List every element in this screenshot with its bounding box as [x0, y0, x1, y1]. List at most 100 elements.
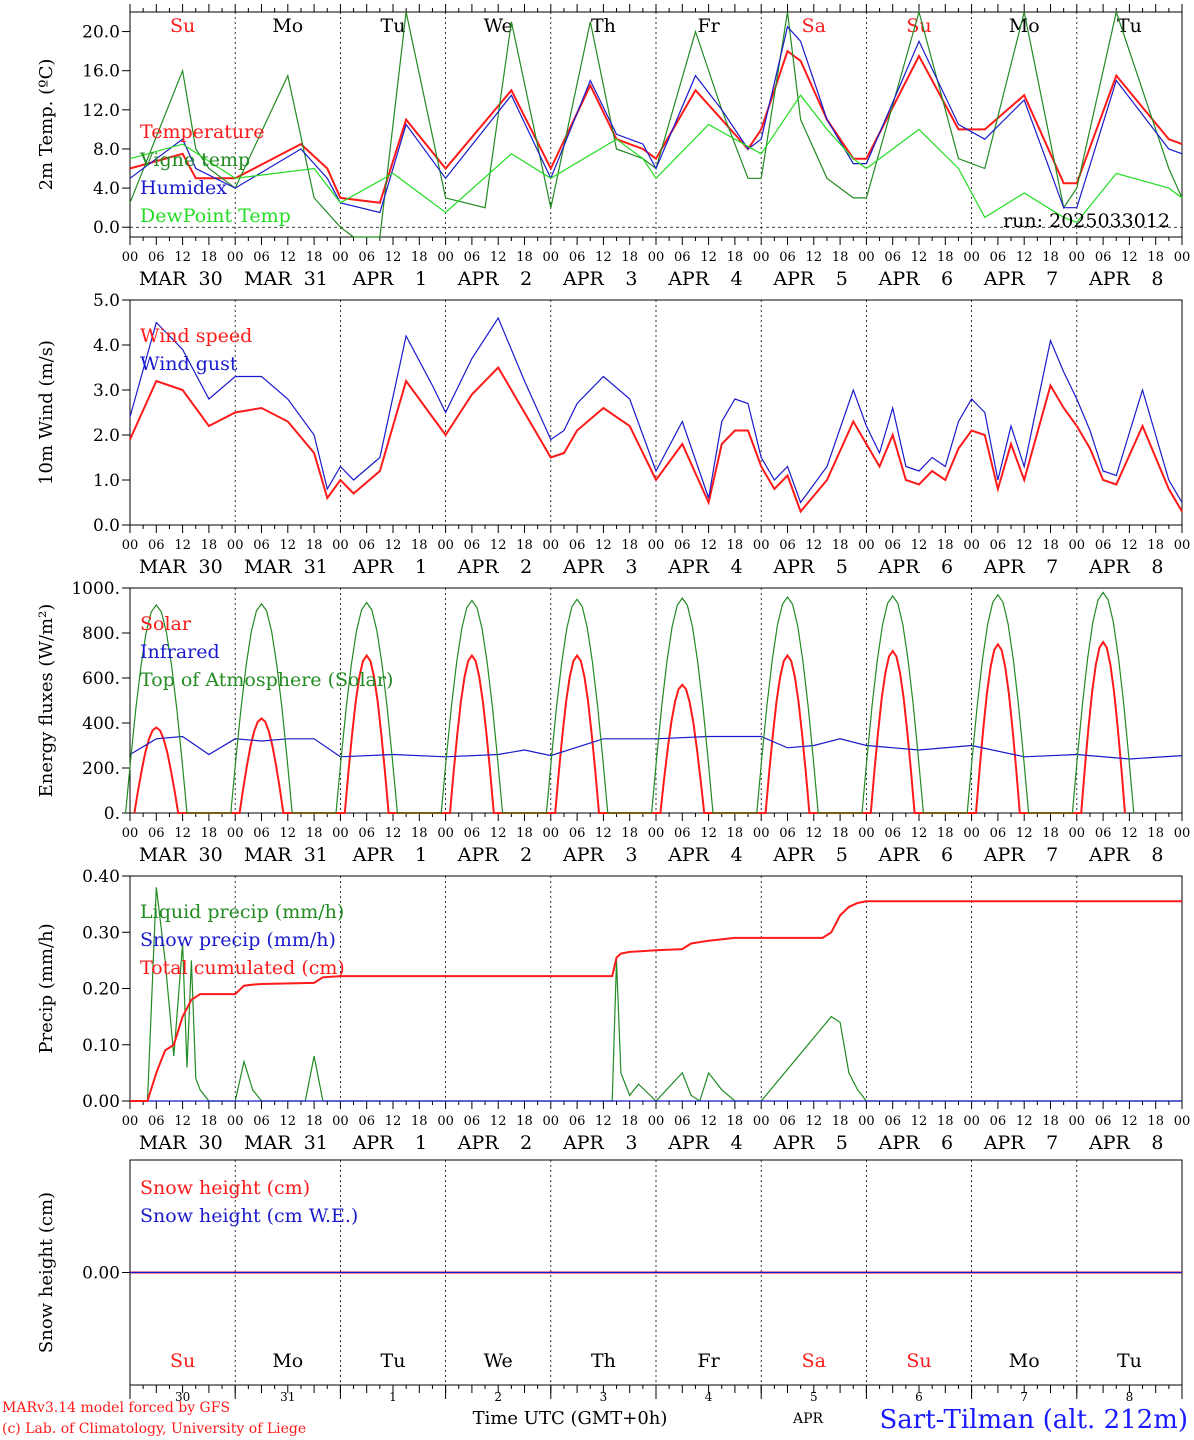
hour-tick-label: 06 [253, 250, 270, 265]
hour-tick-label: 18 [201, 538, 218, 553]
hour-tick-label: 12 [174, 538, 191, 553]
hour-tick-label: 00 [648, 250, 665, 265]
date-day-label: 6 [941, 268, 953, 290]
date-day-label: 1 [415, 844, 427, 866]
hour-tick-label: 18 [621, 1114, 638, 1129]
legend-label: Total cumulated (cm) [140, 957, 345, 979]
series-line [125, 591, 1135, 814]
weekday-label: Sa [802, 15, 826, 37]
date-month-label: APR [352, 1132, 395, 1154]
date-month-label: MAR [244, 844, 292, 866]
day-number-label: 7 [1020, 1390, 1028, 1404]
hour-tick-label: 06 [358, 250, 375, 265]
date-month-label: APR [667, 1132, 710, 1154]
legend-label: DewPoint Temp [140, 205, 291, 227]
hour-tick-label: 00 [437, 250, 454, 265]
hour-tick-label: 12 [1016, 538, 1033, 553]
date-day-label: 5 [836, 1132, 848, 1154]
hour-tick-label: 06 [674, 1114, 691, 1129]
weekday-label: Su [906, 15, 931, 37]
date-month-label: APR [667, 556, 710, 578]
date-month-label: APR [1088, 1132, 1131, 1154]
hour-tick-label: 06 [884, 538, 901, 553]
hour-tick-label: 00 [543, 538, 560, 553]
hour-tick-label: 00 [963, 250, 980, 265]
hour-tick-label: 06 [779, 250, 796, 265]
hour-tick-label: 00 [1069, 538, 1086, 553]
y-tick-label: 3.0 [93, 381, 120, 401]
hour-tick-label: 18 [937, 250, 954, 265]
date-month-label: APR [457, 556, 500, 578]
hour-tick-label: 00 [543, 1114, 560, 1129]
hour-tick-label: 12 [911, 826, 928, 841]
hour-tick-label: 00 [437, 826, 454, 841]
hour-tick-label: 18 [937, 538, 954, 553]
date-day-label: 2 [520, 844, 532, 866]
date-day-label: 5 [836, 844, 848, 866]
date-day-label: 31 [304, 268, 328, 290]
hour-tick-label: 06 [148, 826, 165, 841]
hour-tick-label: 18 [1042, 826, 1059, 841]
date-day-label: 8 [1151, 556, 1163, 578]
hour-tick-label: 18 [832, 538, 849, 553]
legend-label: Humidex [140, 177, 227, 199]
hour-tick-label: 12 [385, 826, 402, 841]
date-month-label: APR [1088, 844, 1131, 866]
hour-tick-label: 06 [569, 538, 586, 553]
hour-tick-label: 12 [700, 538, 717, 553]
day-number-label: 5 [810, 1390, 818, 1404]
legend-label: Temperature [140, 121, 264, 143]
weekday-label: Sa [802, 1350, 826, 1372]
date-day-label: 8 [1151, 844, 1163, 866]
hour-tick-label: 18 [516, 826, 533, 841]
hour-tick-label: 12 [806, 826, 823, 841]
hour-tick-label: 12 [490, 250, 507, 265]
hour-tick-label: 18 [832, 250, 849, 265]
date-day-label: 6 [941, 556, 953, 578]
hour-tick-label: 18 [621, 250, 638, 265]
hour-tick-label: 12 [700, 826, 717, 841]
hour-tick-label: 06 [990, 826, 1007, 841]
hour-tick-label: 12 [1121, 538, 1138, 553]
date-day-label: 6 [941, 1132, 953, 1154]
hour-tick-label: 12 [1121, 1114, 1138, 1129]
weekday-label: We [484, 1350, 513, 1372]
legend-label: Wind gust [140, 353, 238, 375]
weekday-label: Th [591, 1350, 616, 1372]
hour-tick-label: 00 [858, 250, 875, 265]
hour-tick-label: 00 [963, 826, 980, 841]
y-tick-label: 0.0 [93, 218, 120, 238]
date-day-label: 3 [625, 844, 637, 866]
date-day-label: 8 [1151, 268, 1163, 290]
day-number-label: 3 [600, 1390, 608, 1404]
hour-tick-label: 00 [648, 1114, 665, 1129]
y-tick-label: 1.0 [93, 471, 120, 491]
date-day-label: 7 [1046, 268, 1058, 290]
hour-tick-label: 12 [595, 826, 612, 841]
date-month-label: MAR [244, 556, 292, 578]
hour-tick-label: 06 [253, 538, 270, 553]
date-month-label: MAR [139, 844, 187, 866]
date-month-label: APR [878, 268, 921, 290]
hour-tick-label: 12 [911, 1114, 928, 1129]
hour-tick-label: 06 [884, 1114, 901, 1129]
series-line [129, 25, 1183, 214]
hour-tick-label: 06 [779, 826, 796, 841]
date-day-label: 31 [304, 1132, 328, 1154]
hour-tick-label: 06 [779, 538, 796, 553]
y-tick-label: 0.00 [82, 1264, 120, 1284]
hour-tick-label: 12 [806, 250, 823, 265]
date-day-label: 8 [1151, 1132, 1163, 1154]
panel-snow: 0.00 Snow height (cm) Su 30 Mo 31 Tu 1 We 2 Th 3 Fr 4… [36, 1159, 1183, 1404]
hour-tick-label: 12 [911, 538, 928, 553]
hour-tick-label: 18 [306, 538, 323, 553]
overlap-month-label: APR [792, 1411, 824, 1427]
station-label: Sart-Tilman (alt. 212m) [879, 1405, 1188, 1435]
hour-tick-label: 00 [1174, 826, 1191, 841]
hour-tick-label: 18 [516, 1114, 533, 1129]
hour-tick-label: 18 [937, 826, 954, 841]
hour-tick-label: 12 [806, 1114, 823, 1129]
hour-tick-label: 00 [753, 826, 770, 841]
hour-tick-label: 00 [227, 826, 244, 841]
